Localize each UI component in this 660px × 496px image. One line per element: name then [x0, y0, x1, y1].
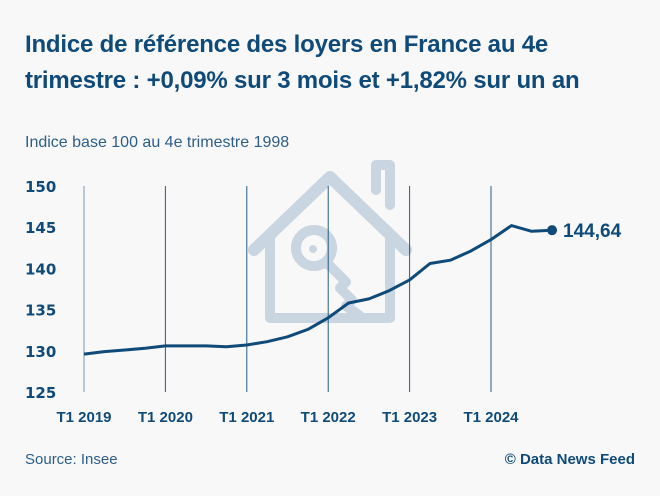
series-line-irl — [83, 224, 553, 356]
y-tick-label: 150 — [25, 178, 56, 196]
chart-title: Indice de référence des loyers en France… — [25, 31, 580, 94]
house-key-icon — [248, 160, 412, 323]
x-tick-label: T1 2023 — [382, 409, 437, 426]
y-tick-label: 135 — [25, 302, 56, 320]
end-value-label: 144,64 — [563, 221, 622, 242]
copyright-credit: © Data News Feed — [504, 451, 635, 468]
x-tick-label: T1 2022 — [301, 409, 356, 426]
x-tick-label: T1 2021 — [219, 409, 274, 426]
y-tick-label: 130 — [25, 343, 56, 361]
x-tick-label: T1 2024 — [463, 409, 519, 426]
chart-subtitle: Indice base 100 au 4e trimestre 1998 — [25, 134, 290, 151]
x-axis: T1 2019 T1 2020 T1 2021 T1 2022 T1 2023 T1 20… — [56, 409, 519, 426]
y-axis: 150 145 140 135 130 125 — [25, 178, 56, 402]
source-note: Source: Insee — [25, 451, 118, 468]
end-point-marker — [547, 225, 558, 236]
y-tick-label: 125 — [25, 384, 56, 402]
x-tick-label: T1 2020 — [138, 409, 193, 426]
y-tick-label: 145 — [25, 219, 56, 237]
gridlines — [83, 186, 492, 392]
y-tick-label: 140 — [25, 260, 56, 278]
x-tick-label: T1 2019 — [56, 409, 111, 426]
